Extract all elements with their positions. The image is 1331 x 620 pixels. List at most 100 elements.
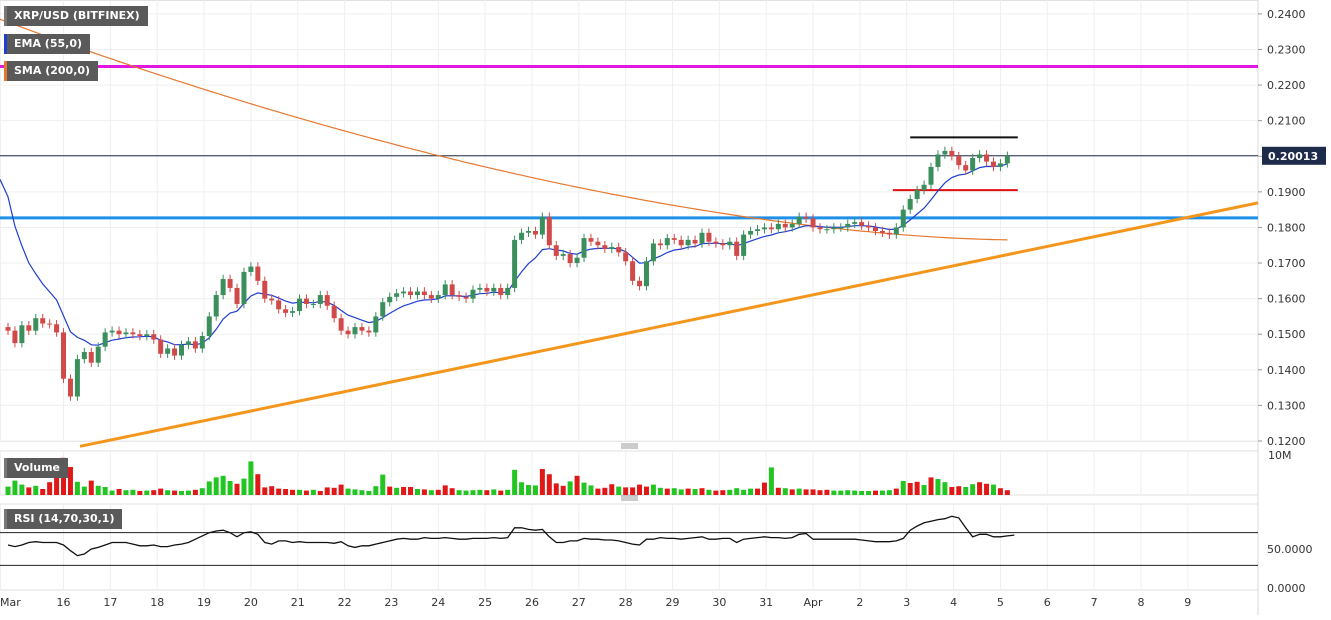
volume-bar (172, 490, 178, 495)
ema-55-line (0, 163, 1008, 346)
y-tick-label: 0.1700 (1267, 257, 1306, 270)
volume-bar (574, 475, 580, 495)
candle-body (886, 232, 892, 235)
volume-bar (873, 490, 878, 495)
candle-body (560, 254, 566, 256)
volume-bar (789, 489, 795, 495)
candle-body (609, 247, 615, 249)
x-tick-label: 22 (338, 596, 352, 609)
candle-body (359, 327, 365, 331)
rsi-label[interactable]: RSI (14,70,30,1) (4, 509, 123, 529)
candle-body (54, 324, 60, 333)
candle-body (664, 238, 670, 246)
volume-bar (248, 461, 254, 495)
candle-body (574, 257, 580, 264)
panel-splitter-1[interactable] (621, 495, 638, 501)
volume-label[interactable]: Volume (4, 458, 68, 478)
volume-bar (387, 486, 393, 495)
volume-bar (581, 482, 587, 495)
volume-bar (595, 488, 601, 495)
volume-bar (408, 487, 414, 495)
volume-bar (435, 489, 441, 495)
symbol-label[interactable]: XRP/USD (BITFINEX) (4, 6, 148, 26)
rsi-line (7, 515, 1015, 557)
candle-body (761, 227, 767, 230)
volume-tick-label: 10M (1268, 449, 1292, 462)
candle-body (505, 287, 511, 296)
x-tick-label: 17 (103, 596, 117, 609)
volume-bar (47, 482, 53, 495)
candle-body (12, 330, 18, 344)
volume-bar (449, 488, 455, 495)
candle-body (831, 227, 837, 230)
candle-body (990, 161, 996, 167)
volume-bar (942, 482, 948, 495)
y-tick-label: 0.1300 (1267, 399, 1306, 412)
candle-body (852, 222, 858, 224)
candle-body (567, 254, 573, 264)
candle-body (290, 311, 296, 313)
x-tick-label: Apr (804, 596, 824, 609)
x-tick-label: 7 (1091, 596, 1098, 609)
x-tick-label: 24 (431, 596, 445, 609)
candle-body (1004, 155, 1010, 164)
y-tick-label: 0.1400 (1267, 364, 1306, 377)
rsi-swatch (4, 509, 7, 529)
x-tick-label: 3 (903, 596, 910, 609)
candle-body (33, 318, 39, 331)
candle-body (581, 238, 587, 258)
volume-bar (706, 489, 712, 495)
volume-bar (657, 487, 663, 495)
candle-body (262, 280, 268, 299)
candle-body (748, 231, 754, 235)
volume-bar (283, 489, 289, 495)
candle-body (824, 229, 830, 231)
candle-body (838, 227, 844, 229)
ema-swatch (4, 34, 7, 54)
candle-body (879, 231, 885, 233)
volume-bar (810, 489, 816, 495)
volume-bar (456, 490, 462, 495)
candle-body (519, 232, 525, 240)
candle-body (685, 239, 691, 246)
candle-body (977, 154, 983, 159)
candle-body (984, 154, 990, 162)
candle-body (477, 287, 483, 290)
volume-bar (241, 478, 247, 495)
ema-legend-text: EMA (55,0) (14, 37, 82, 50)
volume-bar (817, 490, 823, 495)
candle-body (997, 163, 1003, 167)
candle-body (470, 289, 476, 299)
x-tick-label: 21 (291, 596, 305, 609)
candle-body (241, 271, 247, 304)
candle-body (67, 378, 73, 397)
volume-bar (921, 485, 927, 495)
sma-legend[interactable]: SMA (200,0) (4, 61, 99, 81)
x-tick-label: 27 (572, 596, 586, 609)
panel-splitter-0[interactable] (621, 443, 638, 449)
volume-bar (95, 485, 101, 495)
volume-bars (5, 457, 1010, 495)
candle-body (95, 346, 101, 363)
volume-bar (768, 467, 774, 495)
last-price-badge (1262, 146, 1326, 165)
candle-body (949, 150, 955, 157)
volume-bar (192, 489, 198, 495)
candle-body (227, 279, 233, 288)
candle-body (88, 352, 94, 363)
x-tick-label: 9 (1184, 596, 1191, 609)
volume-bar (879, 490, 885, 495)
volume-bar (720, 490, 726, 495)
candle-body (414, 291, 420, 296)
volume-bar (630, 487, 636, 495)
ema-legend[interactable]: EMA (55,0) (4, 34, 90, 54)
candle-body (310, 303, 316, 305)
volume-bar (324, 487, 330, 495)
x-tick-label: 18 (150, 596, 164, 609)
candle-body (408, 291, 414, 296)
volume-bar (421, 489, 427, 495)
volume-bar (303, 490, 309, 495)
candle-body (643, 261, 649, 287)
